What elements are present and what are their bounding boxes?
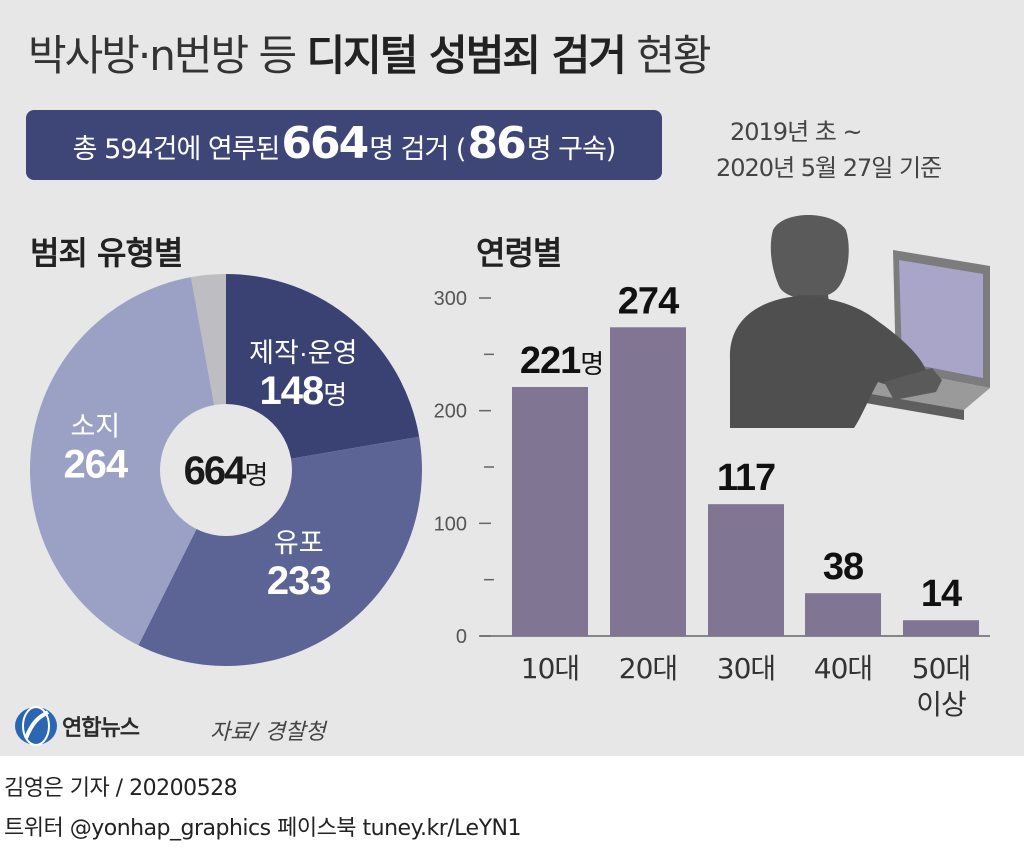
sns-credit: 트위터 @yonhap_graphics 페이스북 tuney.kr/LeYN1 bbox=[4, 816, 521, 841]
title-part-1: 박사방·n번방 등 bbox=[28, 31, 307, 80]
yonhap-globe-icon bbox=[15, 706, 57, 746]
bar-value: 14 bbox=[921, 573, 962, 615]
laptop-icon bbox=[860, 250, 990, 420]
bar-value-label: 14 bbox=[921, 573, 962, 615]
pie-slice-name: 제작·운영 bbox=[249, 338, 357, 368]
banner-total: 664 bbox=[281, 118, 369, 169]
y-tick-label: 0 bbox=[456, 626, 467, 648]
page-title: 박사방·n번방 등 디지털 성범죄 검거 현황 bbox=[28, 22, 712, 83]
footer: 김영은 기자 / 20200528 트위터 @yonhap_graphics 페… bbox=[0, 756, 1024, 849]
title-part-2: 현황 bbox=[624, 31, 711, 80]
bar-value-label: 221명 bbox=[520, 340, 604, 382]
pie-slice bbox=[30, 277, 227, 646]
bar-value: 221 bbox=[520, 340, 581, 382]
pie-slice-value-value: 148 bbox=[259, 369, 323, 413]
title-bold: 디지털 성범죄 검거 bbox=[306, 31, 627, 80]
yonhap-logo: 연합뉴스 bbox=[15, 706, 141, 746]
banner-arrested: 86 bbox=[467, 118, 526, 169]
bar-value: 117 bbox=[717, 457, 775, 499]
bar bbox=[805, 593, 881, 636]
bar bbox=[610, 327, 686, 636]
pie-chart-title: 범죄 유형별 bbox=[30, 234, 183, 272]
pie-center-hole bbox=[160, 404, 292, 536]
x-category-label: 40대 bbox=[814, 652, 872, 685]
bar-value-label: 117 bbox=[717, 457, 775, 499]
bar bbox=[708, 504, 784, 636]
pie-slice-value: 148명 bbox=[259, 369, 347, 413]
person-laptop-illustration bbox=[729, 215, 990, 428]
banner-suffix: 명 구속) bbox=[526, 134, 617, 165]
pie-slice-name: 소지 bbox=[70, 411, 120, 441]
x-category-label: 20대 bbox=[619, 652, 677, 685]
y-tick-label: 200 bbox=[434, 401, 467, 423]
x-category-label: 이상 bbox=[916, 688, 966, 721]
bar bbox=[512, 387, 588, 636]
bar-chart-title: 연령별 bbox=[476, 234, 562, 272]
bar-value-unit: 명 bbox=[580, 349, 604, 379]
x-category-label: 30대 bbox=[717, 652, 775, 685]
period-line-2: 2020년 5월 27일 기준 bbox=[716, 154, 942, 182]
pie-slice bbox=[138, 436, 423, 666]
pie-slice-value-unit: 명 bbox=[323, 380, 347, 410]
period-line-1: 2019년 초 ~ bbox=[730, 118, 863, 146]
pie-slice-value: 264 bbox=[63, 442, 128, 486]
pie-slice-name: 유포 bbox=[274, 528, 324, 558]
pie-slice-value-value: 264 bbox=[63, 442, 128, 486]
bar-value-label: 38 bbox=[823, 546, 863, 588]
reporter-credit: 김영은 기자 / 20200528 bbox=[4, 776, 238, 801]
pie-center-label: 664명 bbox=[184, 449, 269, 493]
banner-prefix: 총 594건에 연루된 bbox=[72, 134, 281, 165]
pie-slice-value: 233 bbox=[267, 559, 331, 603]
pie-center-unit: 명 bbox=[244, 460, 268, 490]
bar-value: 274 bbox=[618, 280, 679, 322]
source-label: 자료/ 경찰청 bbox=[210, 720, 326, 745]
x-category-label: 10대 bbox=[521, 652, 579, 685]
yonhap-logo-text: 연합뉴스 bbox=[62, 715, 140, 741]
summary-banner: 총 594건에 연루된 664 명 검거 ( 86 명 구속) bbox=[26, 110, 662, 180]
x-category-label: 50대 bbox=[912, 652, 970, 685]
y-tick-label: 300 bbox=[434, 288, 467, 310]
y-tick-label: 100 bbox=[434, 513, 467, 535]
bar-chart: 0 100 200 300 221명 10대 274 20대 117 30대 38 40대 14 50대이… bbox=[434, 280, 990, 721]
infographic-card: 박사방·n번방 등 디지털 성범죄 검거 현황 총 594건에 연루된 664 … bbox=[0, 0, 1024, 756]
bar bbox=[903, 620, 979, 636]
pie-center-value: 664 bbox=[184, 449, 247, 493]
person-icon bbox=[729, 215, 942, 428]
pie-slice bbox=[226, 274, 420, 470]
pie-slice-value-value: 233 bbox=[267, 559, 331, 603]
banner-mid: 명 검거 ( bbox=[369, 134, 466, 165]
bar-value: 38 bbox=[823, 546, 863, 588]
bar-value-label: 274 bbox=[618, 280, 679, 322]
